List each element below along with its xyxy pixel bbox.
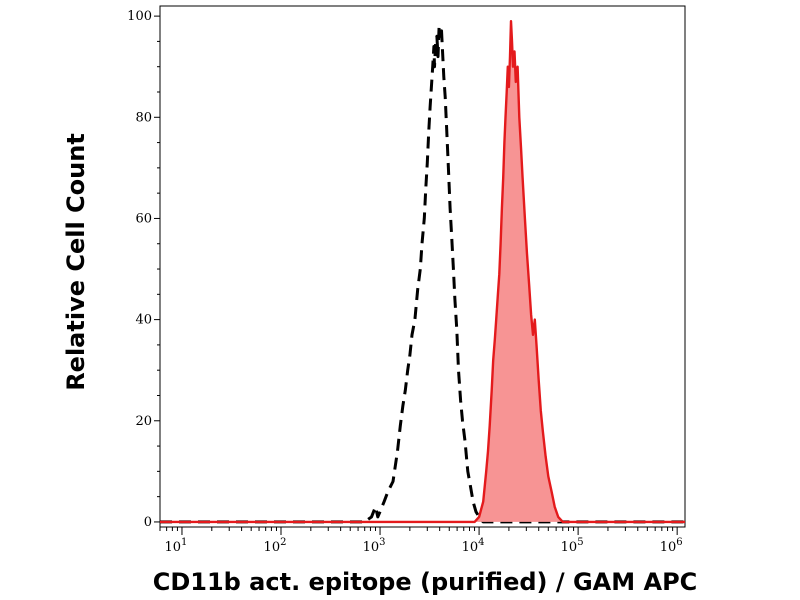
plot-frame — [159, 5, 686, 528]
x-tick-label: 105 — [561, 537, 584, 555]
x-axis: 101 102 103 104 105 106 — [159, 527, 683, 555]
y-tick-label: 100 — [127, 9, 152, 24]
x-tick-label-exponent: 4 — [478, 537, 484, 548]
x-tick-label: 106 — [660, 537, 683, 555]
x-tick-label: 101 — [165, 537, 188, 555]
x-tick-label-base: 10 — [363, 540, 380, 555]
x-tick-label-exponent: 2 — [280, 537, 286, 548]
y-axis: 0 20 40 60 80 100 — [127, 9, 160, 530]
x-axis-title: CD11b act. epitope (purified) / GAM APC — [153, 568, 698, 596]
series-fill-stained — [160, 21, 685, 522]
y-axis-title: Relative Cell Count — [62, 133, 90, 391]
x-tick-label-base: 10 — [462, 540, 479, 555]
x-tick-label: 104 — [462, 537, 485, 555]
x-tick-label-exponent: 6 — [676, 537, 682, 548]
y-tick-label: 60 — [135, 211, 152, 226]
x-tick-label: 102 — [264, 537, 287, 555]
plot-area — [159, 5, 686, 528]
series-line-isotype-control — [160, 24, 685, 524]
x-tick-label: 103 — [363, 537, 386, 555]
x-tick-label-exponent: 1 — [181, 537, 187, 548]
x-tick-label-base: 10 — [561, 540, 578, 555]
y-tick-label: 20 — [135, 414, 152, 429]
y-tick-label: 80 — [135, 110, 152, 125]
x-tick-label-base: 10 — [264, 540, 281, 555]
x-tick-label-base: 10 — [165, 540, 182, 555]
series-line-stained — [160, 20, 685, 524]
y-tick-label: 0 — [144, 515, 152, 530]
x-tick-label-exponent: 3 — [379, 537, 385, 548]
x-tick-label-base: 10 — [660, 540, 677, 555]
series-layer — [160, 20, 685, 524]
y-tick-label: 40 — [135, 313, 152, 328]
x-tick-label-exponent: 5 — [577, 537, 583, 548]
